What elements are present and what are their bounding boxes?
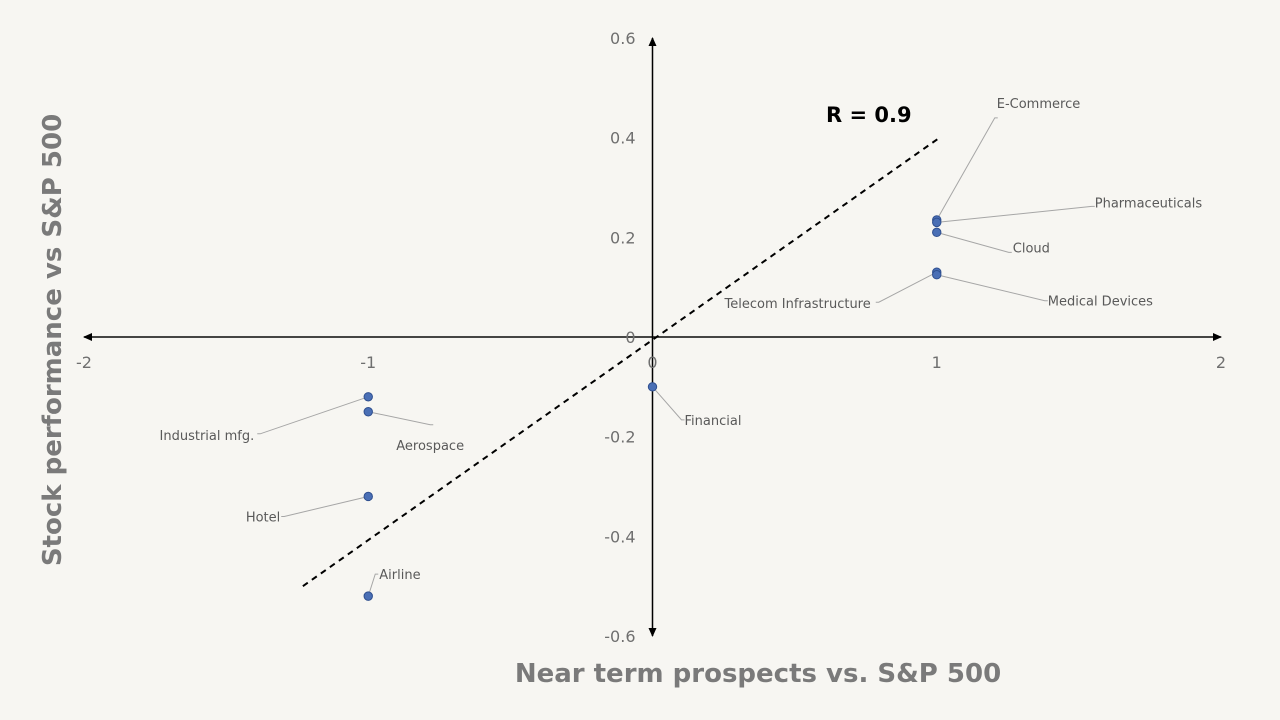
leader-line	[936, 117, 998, 221]
x-tick-label: 2	[1216, 353, 1226, 372]
leader-line	[257, 396, 369, 435]
x-tick-label: -2	[76, 353, 92, 372]
leader-line	[875, 271, 937, 303]
point-label: Aerospace	[396, 439, 464, 454]
y-tick-label: 0.2	[610, 228, 635, 247]
leader-line	[281, 495, 369, 517]
data-points	[363, 215, 942, 601]
y-tick-label: 0.4	[610, 129, 635, 148]
y-tick-label: -0.6	[604, 627, 635, 646]
y-tick-label: 0	[625, 328, 635, 347]
x-tick-label: -1	[360, 353, 376, 372]
trendline	[302, 136, 941, 587]
point-label: Industrial mfg.	[160, 429, 255, 444]
point-label: Pharmaceuticals	[1095, 196, 1203, 211]
tick-labels: -2 -1 0 1 2 0.6 0.4 0.2 0 -0.2 -0.4 -0.6	[76, 29, 1226, 646]
data-point	[932, 270, 942, 280]
data-point	[932, 227, 942, 238]
data-point	[932, 217, 942, 228]
point-labels: E-Commerce Pharmaceuticals Cloud Telecom In…	[160, 97, 1203, 583]
trendline-group	[302, 136, 941, 587]
data-point	[363, 407, 373, 417]
leader-line	[367, 573, 379, 597]
leader-line	[936, 231, 1012, 253]
leader-lines	[257, 117, 1095, 597]
x-tick-label: 1	[932, 353, 942, 372]
point-label: Cloud	[1013, 241, 1050, 256]
point-label: E-Commerce	[997, 97, 1080, 112]
data-point	[363, 591, 373, 601]
y-axis-title: Stock performance vs S&P 500	[38, 114, 68, 566]
data-point	[363, 392, 373, 402]
leader-line	[652, 386, 685, 421]
point-label: Airline	[379, 568, 420, 583]
point-label: Hotel	[246, 510, 280, 525]
data-point	[363, 491, 373, 502]
leader-line	[368, 411, 434, 426]
y-tick-label: 0.6	[610, 29, 635, 48]
axes	[83, 37, 1222, 637]
data-point	[647, 382, 658, 392]
point-label: Telecom Infrastructure	[724, 297, 871, 312]
leader-line	[936, 274, 1048, 302]
leader-line	[936, 205, 1095, 223]
x-tick-label: 0	[647, 353, 657, 372]
point-label: Financial	[685, 414, 742, 429]
y-tick-label: -0.2	[604, 428, 635, 447]
y-tick-label: -0.4	[604, 527, 635, 546]
x-axis-title: Near term prospects vs. S&P 500	[515, 659, 1001, 689]
point-label: Medical Devices	[1048, 295, 1153, 310]
correlation-annotation: R = 0.9	[826, 103, 912, 127]
